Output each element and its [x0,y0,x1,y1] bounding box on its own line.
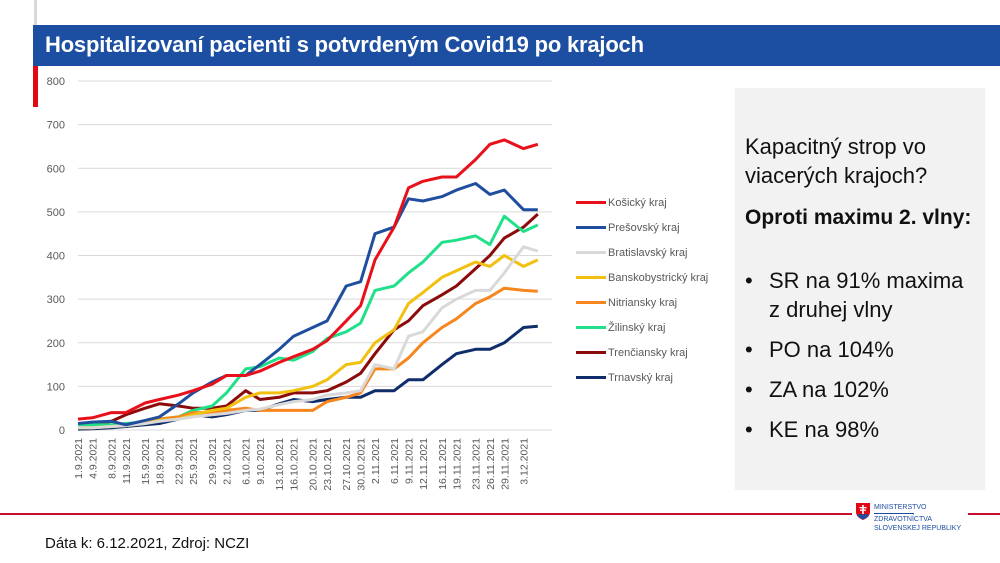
panel-subheading: Oproti maximu 2. vlny: [745,206,972,229]
legend-label: Trnavský kraj [608,371,673,384]
x-tick-label: 26.11.2021 [485,438,497,490]
list-item-text: KE na 98% [769,417,880,442]
legend-swatch [576,301,606,304]
y-tick-label: 100 [47,381,65,393]
y-tick-label: 800 [47,76,65,88]
x-tick-label: 29.9.2021 [207,438,219,485]
legend-swatch [576,326,606,329]
legend-label: Nitriansky kraj [608,296,678,309]
x-tick-label: 6.10.2021 [241,438,253,485]
x-tick-label: 27.10.2021 [341,438,353,491]
chart-legend: Košický kraj Prešovský kraj Bratislavský k… [576,190,708,390]
logo-text: MINISTERSTVO ZDRAVOTNÍCTVA SLOVENSKEJ RE… [874,503,961,533]
y-tick-label: 0 [59,425,65,437]
list-item-text: PO na 104% [769,337,894,362]
legend-item: Prešovský kraj [576,215,708,240]
x-tick-label: 13.10.2021 [274,438,286,491]
x-tick-label: 22.9.2021 [174,438,186,485]
panel-list: • SR na 91% maxima z druhej vlny • PO na 1… [745,266,980,455]
x-tick-label: 4.9.2021 [87,438,99,479]
page-title: Hospitalizovaní pacienti s potvrdeným Co… [45,32,644,57]
legend-item: Bratislavský kraj [576,240,708,265]
series-line [77,182,538,427]
legend-label: Trenčiansky kraj [608,346,688,359]
bullet: • [745,417,753,442]
data-source: Dáta k: 6.12.2021, Zdroj: NCZI [45,535,250,552]
legend-label: Žilinský kraj [608,321,666,334]
bullet: • [745,268,753,293]
y-tick-label: 200 [47,338,65,350]
legend-item: Žilinský kraj [576,315,708,340]
legend-label: Prešovský kraj [608,221,680,234]
x-tick-label: 9.11.2021 [404,438,416,484]
y-tick-label: 300 [47,294,65,306]
list-item: • KE na 98% [745,415,980,444]
bullet: • [745,337,753,362]
top-divider [34,0,37,25]
panel-heading: Kapacitný strop vo viacerých krajoch? [745,134,928,188]
x-tick-label: 23.11.2021 [471,438,483,490]
x-tick-label: 2.10.2021 [221,438,233,485]
list-item: • ZA na 102% [745,375,980,404]
x-tick-label: 20.10.2021 [308,438,320,491]
legend-item: Trenčiansky kraj [576,340,708,365]
series-line [77,212,539,428]
line-chart: 0 100 200 300 400 500 600 700 800 1.9.2021 4.9.202… [47,76,552,491]
x-tick-label: 29.11.2021 [499,438,511,490]
logo-line-2: ZDRAVOTNÍCTVA [874,516,933,523]
bullet: • [745,377,753,402]
y-tick-label: 600 [47,163,65,175]
ministry-logo: MINISTERSTVO ZDRAVOTNÍCTVA SLOVENSKEJ RE… [856,503,961,533]
x-tick-label: 8.9.2021 [107,438,119,479]
legend-swatch [576,201,606,204]
x-tick-label: 30.10.2021 [356,438,368,491]
x-tick-label: 12.11.2021 [418,438,430,490]
x-tick-label: 6.11.2021 [389,438,401,484]
footer-divider-right [968,513,1000,515]
info-panel: Kapacitný strop vo viacerých krajoch? Op… [735,88,985,490]
x-tick-label: 19.11.2021 [451,438,463,490]
footer-divider [0,513,852,515]
x-tick-label: 11.9.2021 [121,438,133,484]
x-tick-label: 25.9.2021 [188,438,200,485]
coat-of-arms-icon [856,503,870,520]
red-accent-mark [33,66,38,107]
legend-item: Trnavský kraj [576,365,708,390]
x-tick-label: 2.11.2021 [370,438,382,484]
legend-swatch [576,251,606,254]
title-bar: Hospitalizovaní pacienti s potvrdeným Co… [33,25,1000,66]
list-item-text: SR na 91% maxima z druhej vlny [769,268,964,322]
x-tick-label: 1.9.2021 [73,438,85,479]
x-tick-label: 23.10.2021 [322,438,334,491]
legend-label: Bratislavský kraj [608,246,688,259]
legend-item: Košický kraj [576,190,708,215]
x-tick-label: 15.9.2021 [140,438,152,485]
x-tick-label: 16.10.2021 [289,438,301,491]
logo-line-1: MINISTERSTVO [874,504,927,511]
y-tick-label: 500 [47,207,65,219]
legend-swatch [576,226,606,229]
x-tick-label: 9.10.2021 [255,438,267,485]
legend-swatch [576,351,606,354]
logo-line-3: SLOVENSKEJ REPUBLIKY [874,525,962,532]
x-tick-label: 16.11.2021 [437,438,449,490]
list-item: • SR na 91% maxima z druhej vlny [745,266,980,324]
series-line [78,245,539,430]
x-tick-label: 3.12.2021 [518,438,530,485]
series-line [77,138,539,421]
legend-label: Banskobystrický kraj [608,271,709,284]
series-line [77,324,538,431]
legend-item: Nitriansky kraj [576,290,708,315]
list-item: • PO na 104% [745,335,980,364]
legend-swatch [576,276,606,279]
y-tick-label: 400 [47,251,65,263]
legend-label: Košický kraj [608,196,667,209]
x-tick-label: 18.9.2021 [154,438,166,485]
legend-swatch [576,376,606,379]
list-item-text: ZA na 102% [769,377,889,402]
y-tick-label: 700 [47,120,65,132]
legend-item: Banskobystrický kraj [576,265,708,290]
